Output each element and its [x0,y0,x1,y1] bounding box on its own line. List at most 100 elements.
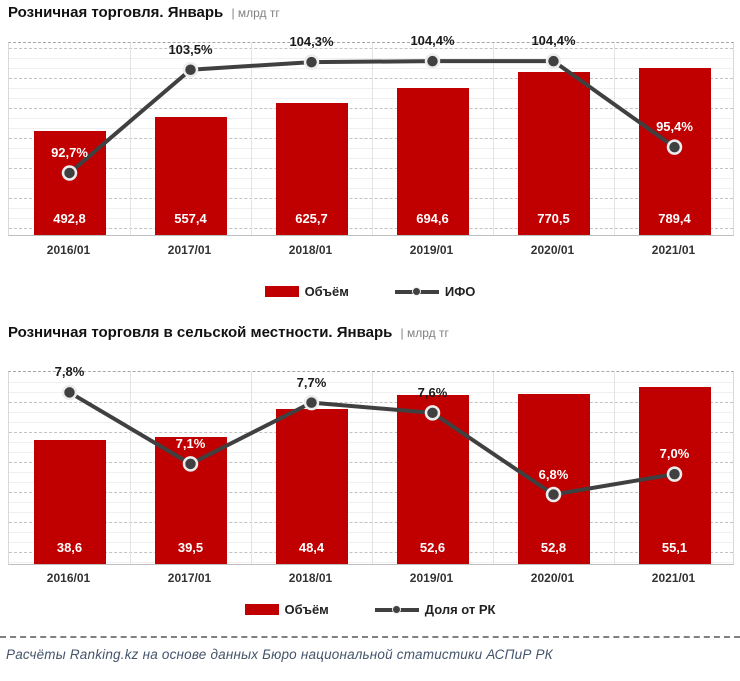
gridline-minor [9,442,733,443]
bar-value-label: 694,6 [416,211,449,226]
line-value-label: 92,7% [51,144,88,160]
gridline-major [9,168,733,169]
line-value-label: 7,0% [659,446,690,462]
gridline-vertical [251,372,252,564]
bar-value-label: 55,1 [661,540,688,555]
gridline-vertical [372,43,373,235]
bar-2019/01 [396,88,469,235]
gridline-vertical [614,43,615,235]
chart1-legend-label-ifo: ИФО [444,284,476,299]
category-label-2017/01: 2017/01 [167,571,212,585]
line-value-label: 104,4% [410,33,455,49]
gridline-minor [9,128,733,129]
chart2-legend: Объём Доля от РК [0,602,740,617]
gridline-minor [9,68,733,69]
chart2-title: Розничная торговля в сельской местности.… [8,324,449,341]
chart1-category-axis: 2016/01 2017/01 2018/01 2019/01 2020/01 2021/… [8,243,734,259]
gridline-major [9,522,733,523]
gridline-major [9,78,733,79]
line-series-ИФО [61,53,683,181]
gridline-minor [9,58,733,59]
gridline-minor [9,98,733,99]
gridline-minor [9,382,733,383]
bar-swatch-icon [244,604,279,615]
line-marker [545,486,562,503]
chart2-legend-item-volume: Объём [244,602,329,617]
bar-2018/01 [275,408,348,564]
footer-credit: Расчёты Ranking.kz на основе данных Бюро… [6,647,553,662]
line-marker-icon [374,604,419,616]
line-value-label: 104,3% [289,34,334,50]
gridline-minor [9,482,733,483]
line-marker [424,53,441,69]
chart2-legend-label-volume: Объём [284,602,329,617]
line-marker [61,165,78,181]
category-label-2016/01: 2016/01 [46,243,91,257]
line-value-label: 6,8% [538,466,569,482]
category-label-2020/01: 2020/01 [530,571,575,585]
bar-value-label: 39,5 [177,540,204,555]
gridline-minor [9,392,733,393]
chart2-unit-label: | млрд тг [400,326,449,340]
gridline-vertical [493,43,494,235]
bar-value-label: 557,4 [174,211,207,226]
chart1-legend-label-volume: Объём [304,284,349,299]
gridline-minor [9,178,733,179]
bar-2019/01 [396,395,469,564]
category-label-2019/01: 2019/01 [409,243,454,257]
line-marker-icon [394,286,439,298]
line-value-label: 95,4% [656,119,693,135]
line-value-label: 104,4% [531,33,576,49]
line-series-Доля от РК [61,384,683,503]
chart1-legend: Объём ИФО [0,284,740,299]
category-label-2020/01: 2020/01 [530,243,575,257]
line-value-label: 7,8% [54,364,85,380]
gridline-minor [9,148,733,149]
gridline-major [9,108,733,109]
line-marker [545,53,562,69]
line-value-label: 103,5% [168,41,213,57]
line-marker [303,54,320,70]
gridline-vertical [614,372,615,564]
gridline-minor [9,542,733,543]
gridline-minor [9,188,733,189]
chart2-title-text: Розничная торговля в сельской местности.… [8,324,393,341]
bar-value-label: 789,4 [658,211,691,226]
line-marker [303,394,320,411]
gridline-minor [9,512,733,513]
gridline-minor [9,218,733,219]
category-label-2016/01: 2016/01 [46,571,91,585]
marker-dot-icon [412,287,422,296]
line-value-label: 7,6% [417,384,448,400]
category-label-2021/01: 2021/01 [651,243,696,257]
line-marker [424,405,441,421]
gridline-minor [9,88,733,89]
line-marker [666,139,683,155]
bar-2016/01 [33,440,106,564]
category-label-2017/01: 2017/01 [167,243,212,257]
gridline-vertical [251,43,252,235]
chart2-legend-item-share: Доля от РК [374,602,496,617]
line-marker [666,466,683,482]
category-label-2021/01: 2021/01 [651,571,696,585]
chart1-unit-label: | млрд тг [231,6,280,20]
gridline-vertical [130,43,131,235]
gridline-minor [9,502,733,503]
gridline-major [9,432,733,433]
chart1-plot-area: 492,8 557,4 625,7 694,6 770,5 789,4 92,7% 103,5… [8,33,734,236]
gridline-minor [9,158,733,159]
gridline-major [9,48,733,49]
gridline-major [9,198,733,199]
category-label-2018/01: 2018/01 [288,571,333,585]
gridline-vertical [493,372,494,564]
gridline-vertical [130,372,131,564]
bar-swatch-icon [264,286,299,297]
chart2-legend-label-share: Доля от РК [424,602,496,617]
chart2-category-axis: 2016/01 2017/01 2018/01 2019/01 2020/01 2021/… [8,571,734,587]
gridline-major [9,228,733,229]
gridline-minor [9,452,733,453]
gridline-major [9,402,733,403]
footer-separator [0,636,740,638]
gridline-major [9,552,733,553]
bar-2018/01 [275,102,348,235]
